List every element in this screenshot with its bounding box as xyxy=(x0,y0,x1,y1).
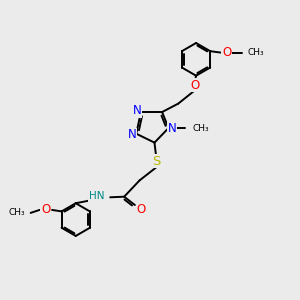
Text: O: O xyxy=(41,203,50,216)
Text: O: O xyxy=(222,46,231,59)
Text: HN: HN xyxy=(89,191,104,201)
Text: CH₃: CH₃ xyxy=(248,48,264,57)
Text: CH₃: CH₃ xyxy=(9,208,25,217)
Text: N: N xyxy=(133,104,141,117)
Text: S: S xyxy=(152,154,160,167)
Text: CH₃: CH₃ xyxy=(193,124,210,133)
Text: N: N xyxy=(128,128,137,141)
Text: O: O xyxy=(137,203,146,216)
Text: O: O xyxy=(190,79,199,92)
Text: N: N xyxy=(168,122,177,134)
